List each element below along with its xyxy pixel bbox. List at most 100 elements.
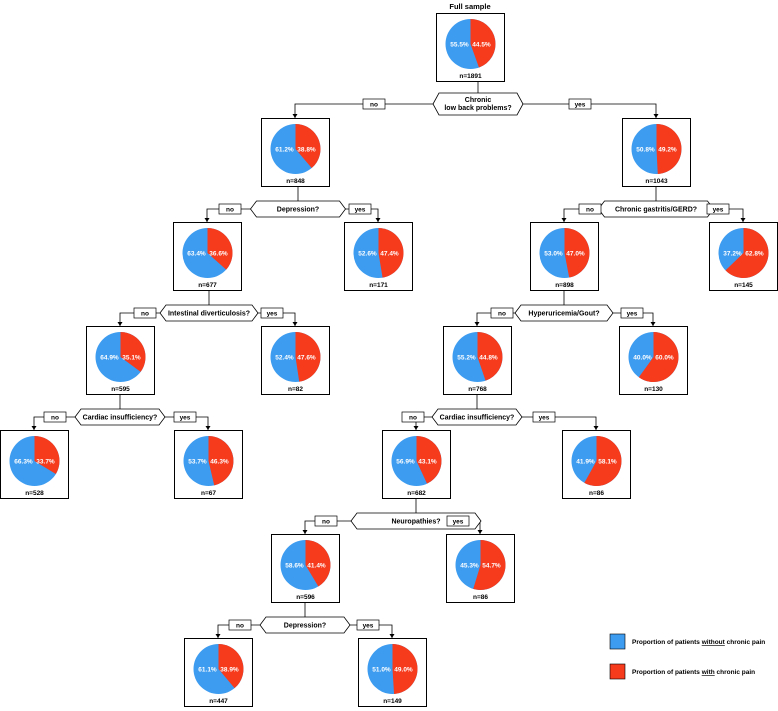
pct-with-label: 38.8% — [297, 147, 316, 154]
question-hexagon — [159, 304, 259, 322]
pct-with-label: 41.4% — [307, 563, 326, 570]
sample-size-label: n=86 — [589, 490, 604, 497]
tree-node: 58.6% 41.4% n=596 — [271, 534, 340, 603]
pct-with-label: 43.1% — [418, 459, 437, 466]
pct-without-label: 58.6% — [285, 563, 304, 570]
pie-slice-with — [416, 436, 442, 484]
tree-node: 45.3% 54.7% n=86 — [446, 534, 515, 603]
tree-node: 55.2% 44.8% n=768 — [443, 326, 512, 395]
pct-with-label: 49.2% — [658, 147, 677, 154]
no-tag — [228, 619, 252, 631]
pct-with-label: 46.3% — [210, 459, 229, 466]
pie-slice-with — [473, 539, 506, 591]
legend-swatch — [609, 633, 626, 650]
pie-slice-with — [208, 436, 234, 486]
sample-size-label: n=86 — [473, 594, 488, 601]
pct-with-label: 60.0% — [655, 355, 674, 362]
tree-node: 63.4% 36.6% n=677 — [173, 222, 242, 291]
legend: Proportion of patients without chronic p… — [609, 633, 765, 680]
arrowhead — [740, 218, 746, 222]
sample-size-label: n=67 — [201, 490, 216, 497]
pct-with-label: 44.5% — [472, 42, 491, 49]
yes-tag-label: yes — [539, 415, 550, 422]
legend-swatch — [609, 663, 626, 680]
pie-slice-with — [564, 228, 590, 278]
split-question: Intestinal diverticulosis? no yes — [133, 304, 284, 322]
question-text: Cardiac insufficiency? — [83, 415, 158, 422]
pct-with-label: 35.1% — [122, 355, 141, 362]
question-hexagon — [432, 92, 524, 116]
yes-tag-label: yes — [180, 415, 191, 422]
sample-size-label: n=82 — [288, 386, 303, 393]
question-text: Neuropathies? — [391, 519, 440, 526]
tree-node: 50.8% 49.2% n=1043 — [622, 118, 691, 187]
split-question: Depression? no yes — [228, 616, 380, 634]
tree-node: 56.9% 43.1% n=682 — [382, 430, 451, 499]
pct-without-label: 41.9% — [576, 459, 595, 466]
sample-size-label: n=1043 — [645, 178, 668, 185]
no-tag — [314, 515, 338, 527]
pie-slice-with — [584, 436, 622, 487]
yes-tag — [348, 203, 372, 215]
title-full-sample: Full sample — [449, 2, 490, 11]
tree-node: 61.2% 38.8% n=848 — [261, 118, 330, 187]
sample-size-label: n=768 — [468, 386, 487, 393]
pct-without-label: 50.8% — [636, 147, 655, 154]
legend-text-part: Proportion of patients — [632, 639, 702, 646]
pie-slice-with — [378, 228, 404, 278]
legend-text-part: chronic pain — [725, 639, 765, 646]
no-tag-label: no — [236, 623, 244, 630]
arrowhead — [292, 114, 298, 118]
arrowhead — [292, 322, 298, 326]
arrowhead — [474, 322, 480, 326]
pie-slice-with — [218, 644, 244, 689]
legend-item-without: Proportion of patients without chronic p… — [609, 633, 765, 650]
pie-slice-with — [470, 19, 496, 68]
pct-without-label: 64.9% — [100, 355, 119, 362]
no-tag — [490, 307, 514, 319]
arrowhead — [205, 426, 211, 430]
split-question: Depression? no yes — [218, 200, 372, 218]
legend-text-part: chronic pain — [715, 669, 755, 676]
question-text: low back problems? — [444, 105, 511, 112]
tree-node: 66.3% 33.7% n=528 — [0, 430, 69, 499]
arrowhead — [650, 322, 656, 326]
tree-node: 52.6% 47.4% n=171 — [344, 222, 413, 291]
arrowhead — [561, 218, 567, 222]
no-tag-label: no — [586, 207, 594, 214]
legend-text-part: without — [701, 639, 726, 646]
sample-size-label: n=447 — [209, 698, 228, 705]
yes-tag-label: yes — [453, 519, 464, 526]
pct-with-label: 44.8% — [479, 355, 498, 362]
pct-without-label: 66.3% — [14, 459, 33, 466]
question-hexagon — [514, 304, 614, 322]
arrowhead — [215, 634, 221, 638]
arrowhead — [413, 426, 419, 430]
question-hexagon — [431, 408, 523, 426]
pct-with-label: 47.4% — [380, 251, 399, 258]
question-text: Depression? — [284, 623, 326, 630]
yes-tag-label: yes — [627, 311, 638, 318]
tree-node: 55.5% 44.5% n=1891 — [436, 13, 505, 82]
yes-tag — [260, 307, 284, 319]
pie-slice-with — [477, 332, 503, 381]
tree-node: 53.7% 46.3% n=67 — [174, 430, 243, 499]
no-tag-label: no — [370, 102, 378, 109]
yes-tag-label: yes — [355, 207, 366, 214]
pct-with-label: 47.6% — [297, 355, 316, 362]
arrowhead — [477, 530, 483, 534]
yes-tag — [173, 411, 197, 423]
arrowhead — [593, 426, 599, 430]
pie-slice-with — [392, 644, 418, 694]
no-tag-label: no — [498, 311, 506, 318]
pct-with-label: 62.8% — [745, 251, 764, 258]
pct-without-label: 53.0% — [544, 251, 563, 258]
tree-node: 51.0% 49.0% n=149 — [358, 638, 427, 707]
sample-size-label: n=1891 — [459, 73, 482, 80]
split-question: Hyperuricemia/Gout? no yes — [490, 304, 644, 322]
pct-with-label: 38.9% — [220, 667, 239, 674]
pie-slice-with — [120, 332, 146, 372]
question-text: Chronic gastritis/GERD? — [615, 207, 697, 214]
pct-without-label: 40.0% — [633, 355, 652, 362]
